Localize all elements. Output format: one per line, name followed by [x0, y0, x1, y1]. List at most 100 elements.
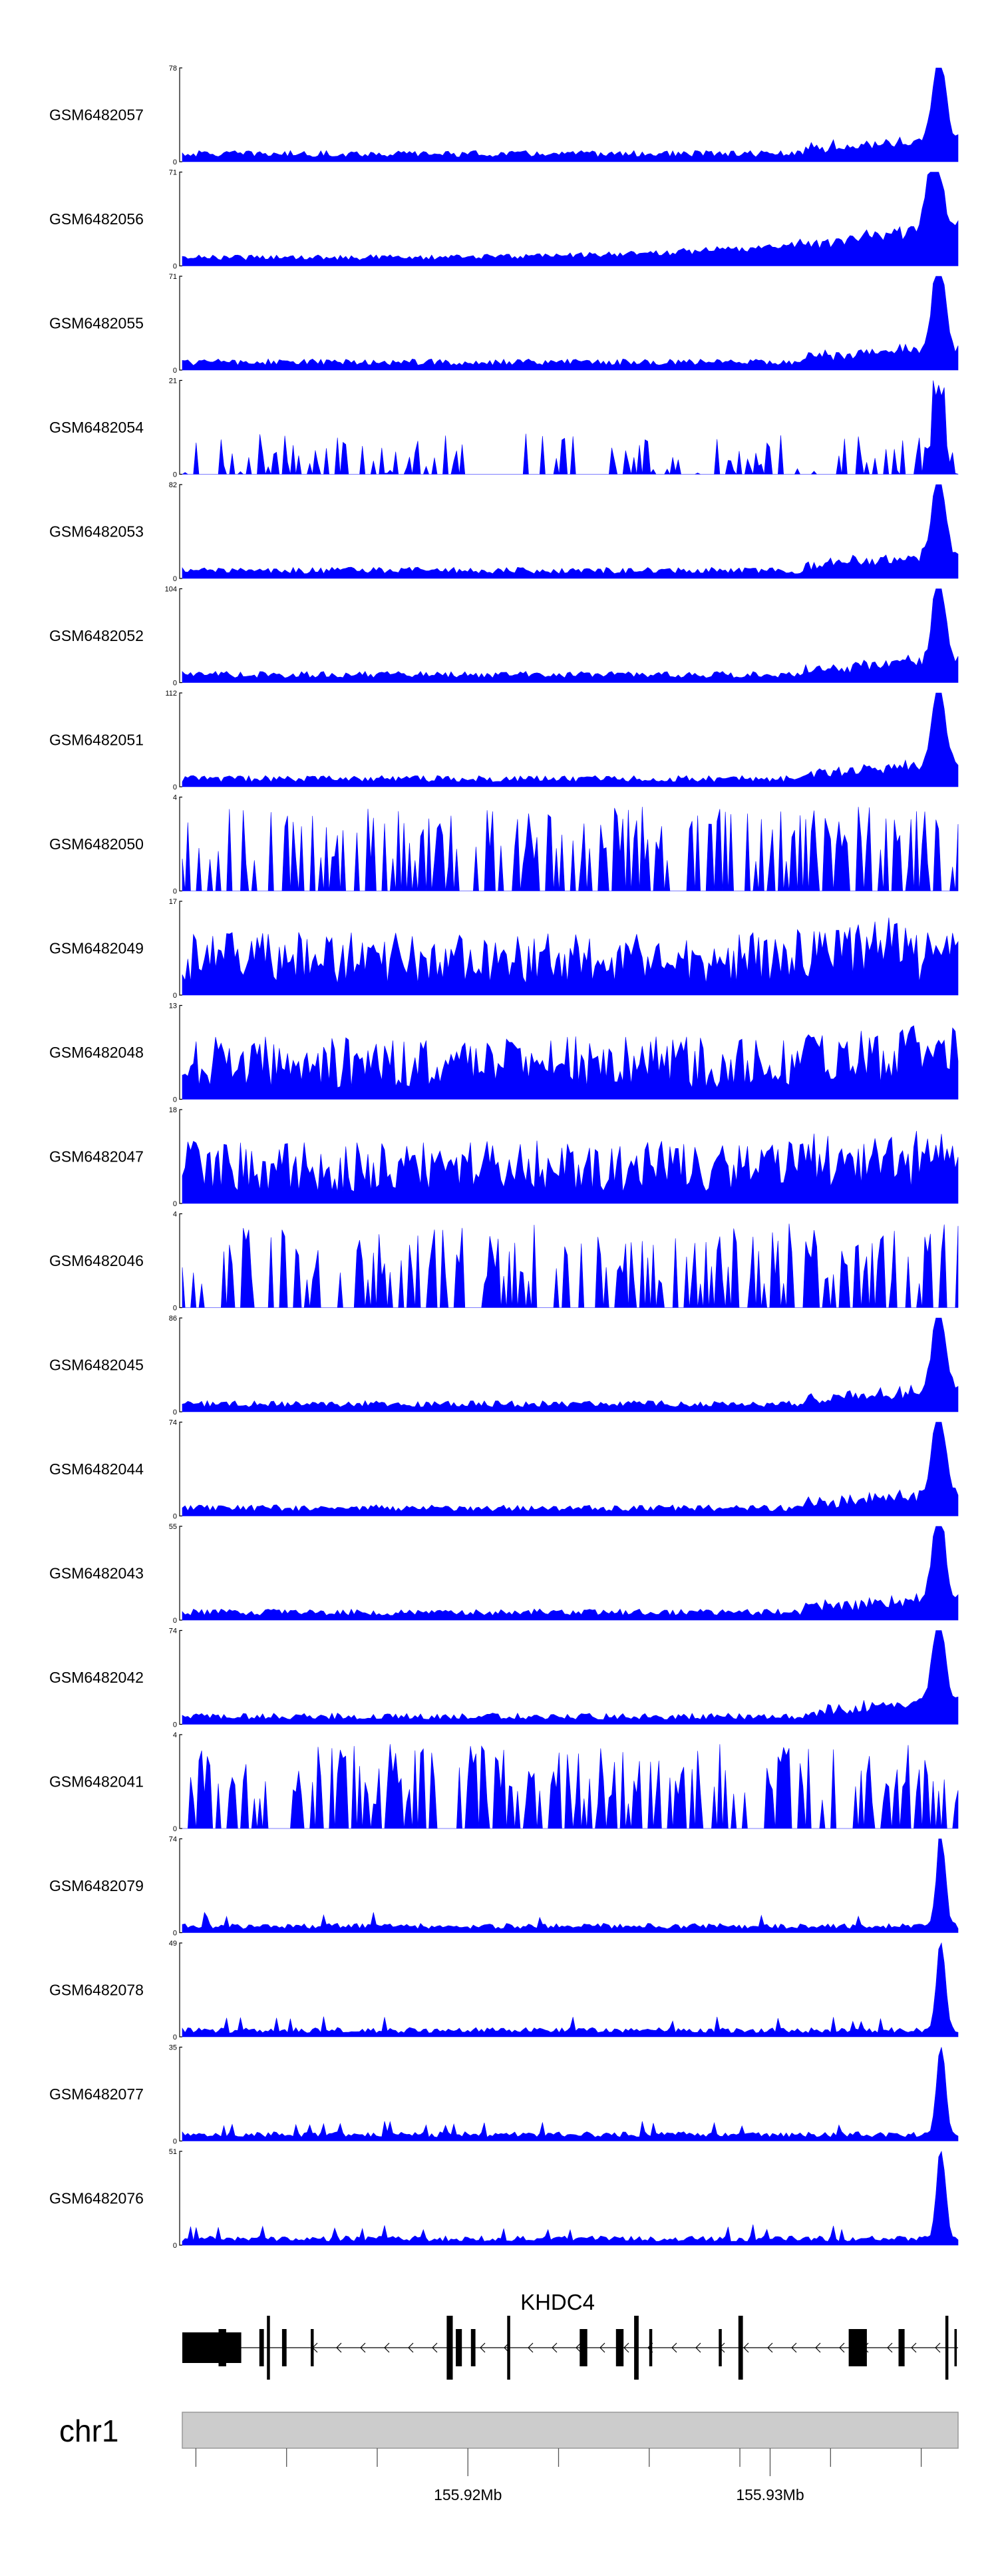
track-ymin-label: 0	[173, 367, 177, 375]
track-ymin-label: 0	[173, 1408, 177, 1416]
track-y-axis	[179, 901, 182, 996]
track-ymin-label: 0	[173, 992, 177, 1000]
coverage-area	[182, 807, 959, 891]
track-ymin-label: 0	[173, 1825, 177, 1833]
track-GSM6482041: GSM6482041 4 0	[49, 1731, 959, 1833]
gene-exon	[848, 2329, 867, 2366]
track-ymax-label: 55	[169, 1523, 177, 1531]
gene-exon	[719, 2329, 722, 2366]
track-ymax-label: 4	[173, 794, 177, 802]
coverage-area	[182, 1838, 959, 1933]
coverage-area	[182, 1223, 959, 1308]
gene-model	[182, 2316, 958, 2380]
track-label: GSM6482057	[49, 107, 144, 124]
track-GSM6482043: GSM6482043 55 0	[49, 1523, 959, 1625]
track-label: GSM6482048	[49, 1044, 144, 1061]
track-GSM6482047: GSM6482047 18 0	[49, 1106, 959, 1208]
strand-arrow	[743, 2342, 749, 2353]
track-label: GSM6482079	[49, 1877, 144, 1894]
track-ymin-label: 0	[173, 575, 177, 583]
coverage-area	[182, 2151, 959, 2246]
track-ymax-label: 35	[169, 2044, 177, 2052]
track-ymin-label: 0	[173, 1617, 177, 1625]
chromosome-ideogram-bar	[182, 2412, 959, 2449]
track-GSM6482046: GSM6482046 4 0	[49, 1211, 959, 1313]
track-ymin-label: 0	[173, 263, 177, 271]
track-GSM6482054: GSM6482054 21 0	[49, 377, 959, 479]
track-ymax-label: 104	[165, 586, 177, 594]
gene-exon	[446, 2316, 453, 2380]
track-ymax-label: 51	[169, 2148, 177, 2156]
track-ymax-label: 4	[173, 1731, 177, 1739]
gene-exon	[649, 2329, 653, 2366]
track-label: GSM6482052	[49, 627, 144, 644]
track-label: GSM6482043	[49, 1565, 144, 1582]
strand-arrow	[480, 2342, 486, 2353]
track-label: GSM6482056	[49, 210, 144, 228]
gene-exon	[456, 2329, 462, 2366]
strand-arrow	[911, 2342, 917, 2353]
chromosome-label: chr1	[59, 2414, 118, 2448]
track-ymax-label: 74	[169, 1419, 177, 1427]
track-ymin-label: 0	[173, 1721, 177, 1729]
track-ymax-label: 71	[169, 169, 177, 177]
track-ymin-label: 0	[173, 1096, 177, 1104]
track-ymin-label: 0	[173, 888, 177, 896]
track-ymax-label: 78	[169, 65, 177, 73]
track-ymax-label: 17	[169, 898, 177, 906]
strand-arrow	[887, 2342, 893, 2353]
gene-exon	[182, 2332, 242, 2363]
track-ymax-label: 74	[169, 1627, 177, 1635]
track-GSM6482053: GSM6482053 82 0	[49, 481, 959, 583]
track-label: GSM6482041	[49, 1773, 144, 1791]
coverage-area	[182, 1630, 959, 1725]
track-ymin-label: 0	[173, 1513, 177, 1521]
track-GSM6482051: GSM6482051 112 0	[49, 690, 959, 791]
track-y-axis	[179, 1317, 182, 1412]
track-GSM6482056: GSM6482056 71 0	[49, 169, 959, 271]
track-y-axis	[179, 1942, 182, 2038]
axis-tick-label: 155.93Mb	[736, 2486, 804, 2503]
track-y-axis	[179, 692, 182, 787]
track-label: GSM6482077	[49, 2085, 144, 2103]
track-label: GSM6482055	[49, 315, 144, 332]
gene-exon	[634, 2316, 639, 2380]
gene-exon	[615, 2329, 624, 2366]
strand-arrow	[839, 2342, 845, 2353]
gene-exon	[470, 2329, 476, 2366]
gene-track: KHDC4	[182, 2290, 958, 2380]
track-GSM6482045: GSM6482045 86 0	[49, 1315, 959, 1416]
gene-exon	[267, 2316, 270, 2380]
track-ymin-label: 0	[173, 1305, 177, 1313]
coverage-tracks: GSM6482057780GSM6482056710GSM6482055710G…	[49, 65, 959, 2250]
track-ymin-label: 0	[173, 783, 177, 791]
track-label: GSM6482042	[49, 1669, 144, 1686]
track-y-axis	[179, 276, 182, 371]
track-label: GSM6482053	[49, 523, 144, 540]
track-ymin-label: 0	[173, 1930, 177, 1938]
coverage-area	[182, 1744, 959, 1829]
strand-arrow	[815, 2342, 821, 2353]
track-label: GSM6482046	[49, 1252, 144, 1269]
track-label: GSM6482049	[49, 940, 144, 957]
track-ymax-label: 71	[169, 273, 177, 281]
track-y-axis	[179, 171, 182, 267]
strand-arrow	[791, 2342, 797, 2353]
track-GSM6482078: GSM6482078 49 0	[49, 1940, 959, 2041]
track-y-axis	[179, 2151, 182, 2246]
coverage-area	[182, 1130, 959, 1204]
track-ymin-label: 0	[173, 680, 177, 688]
gene-exon	[580, 2329, 587, 2366]
track-GSM6482048: GSM6482048 13 0	[49, 1002, 959, 1104]
track-GSM6482042: GSM6482042 74 0	[49, 1627, 959, 1729]
coverage-area	[182, 67, 959, 162]
track-ymax-label: 4	[173, 1211, 177, 1219]
track-GSM6482050: GSM6482050 4 0	[49, 794, 959, 896]
track-y-axis	[179, 1629, 182, 1725]
track-ymin-label: 0	[173, 158, 177, 166]
track-ymax-label: 49	[169, 1940, 177, 1948]
track-GSM6482076: GSM6482076 51 0	[49, 2148, 959, 2250]
coverage-area	[182, 1942, 959, 2038]
strand-arrow	[767, 2342, 773, 2353]
